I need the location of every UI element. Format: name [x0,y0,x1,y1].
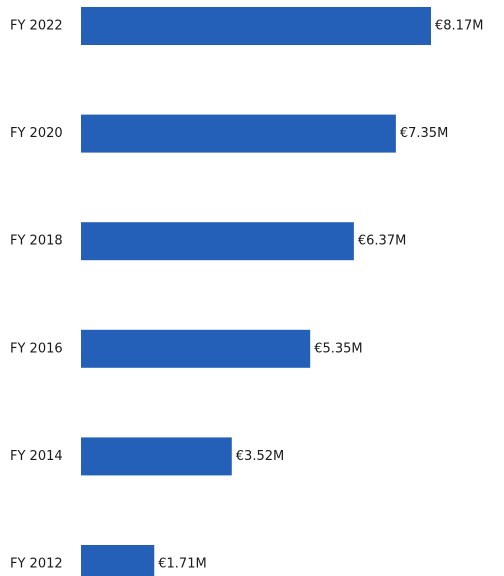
category-label: FY 2018 [10,234,63,249]
value-label: €5.35M [314,341,362,356]
category-label: FY 2016 [10,341,63,356]
value-labels-group: €8.17M €7.35M €6.37M €5.35M €3.52M €1.71M [158,19,483,572]
value-label: €6.37M [358,234,406,249]
bar-fy-2020 [81,114,396,153]
category-label: FY 2020 [10,126,63,141]
value-label: €7.35M [400,126,448,141]
bar-fy-2014 [81,437,232,476]
bars-group [81,7,431,576]
category-label: FY 2022 [10,19,63,34]
bar-fy-2016 [81,329,311,368]
category-label: FY 2012 [10,557,63,572]
value-label: €1.71M [158,557,206,572]
category-label: FY 2014 [10,449,63,464]
value-label: €8.17M [435,19,483,34]
bar-fy-2018 [81,222,354,261]
bar-fy-2022 [81,7,431,45]
category-labels-group: FY 2022 FY 2020 FY 2018 FY 2016 FY 2014 FY 20… [10,19,63,572]
value-label: €3.52M [236,449,284,464]
bar-fy-2012 [81,545,155,576]
